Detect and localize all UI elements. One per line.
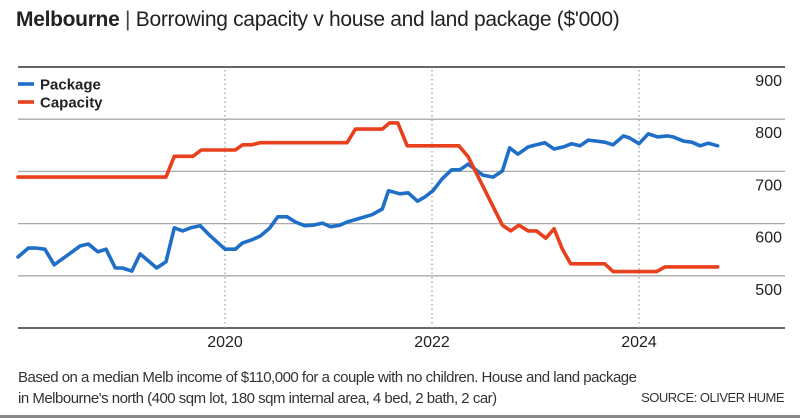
bottom-divider: [0, 415, 800, 418]
line-chart: 2020 2022 2024 900 800 700 600 500 PackageCapa…: [16, 66, 785, 351]
legend-label-package: Package: [40, 77, 101, 94]
y-tick-label: 500: [755, 282, 782, 299]
chart-title: Melbourne | Borrowing capacity v house a…: [16, 8, 620, 32]
series-lines: [16, 121, 720, 274]
x-tick-label: 2020: [207, 334, 243, 351]
y-tick-label: 900: [755, 73, 782, 90]
title-text: Borrowing capacity v house and land pack…: [135, 8, 620, 31]
x-axis: 2020 2022 2024: [207, 334, 657, 351]
x-tick-label: 2024: [621, 334, 657, 351]
series-line-package: [16, 132, 720, 273]
y-tick-label: 800: [755, 125, 782, 142]
footnote-line-2: in Melbourne's north (400 sqm lot, 180 s…: [18, 390, 497, 407]
source-credit: SOURCE: OLIVER HUME: [641, 390, 784, 405]
y-axis: 900 800 700 600 500: [755, 73, 782, 299]
y-tick-label: 700: [755, 177, 782, 194]
title-city: Melbourne: [16, 8, 120, 31]
title-separator: |: [125, 8, 131, 31]
x-tick-label: 2022: [414, 334, 450, 351]
grid: [18, 66, 785, 329]
footnote-line-1: Based on a median Melb income of $110,00…: [18, 369, 637, 386]
y-tick-label: 600: [755, 230, 782, 247]
legend-label-capacity: Capacity: [40, 95, 103, 112]
series-line-capacity: [16, 121, 720, 274]
